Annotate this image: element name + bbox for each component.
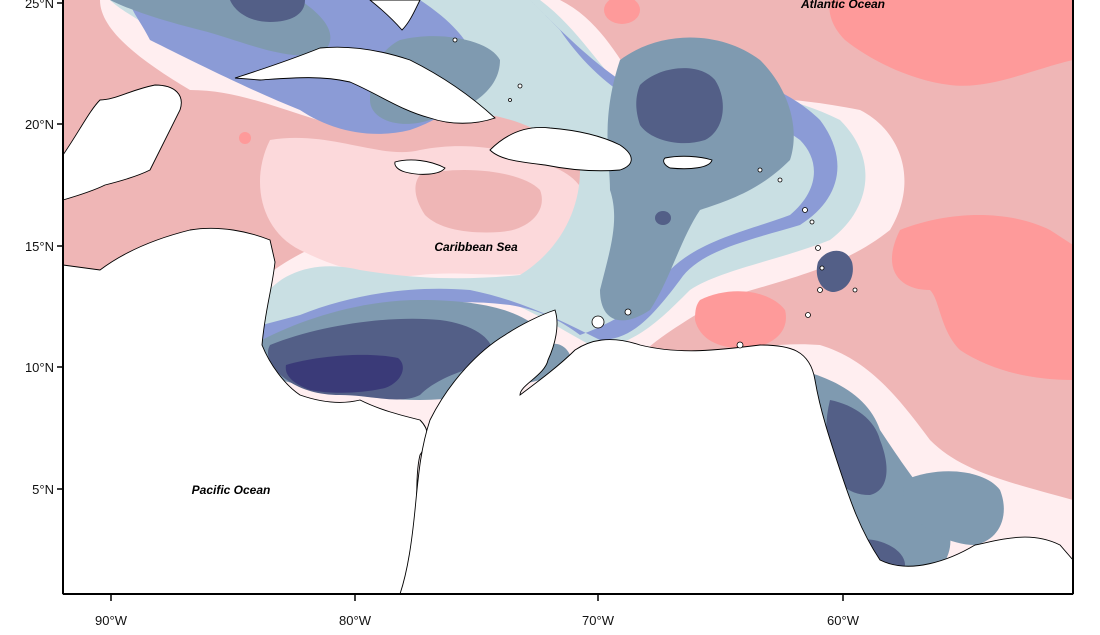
lat-tick-15: 15°N [25, 239, 54, 254]
hispaniola-land [489, 127, 632, 172]
pacific-ocean-label: Pacific Ocean [192, 483, 271, 497]
jamaica-land [394, 159, 446, 175]
contour-blue-slate-f [902, 471, 1004, 545]
contour-blue-dark-f [816, 250, 853, 292]
lat-tick-20: 20°N [25, 117, 54, 132]
caribbean-sea-label: Caribbean Sea [434, 240, 518, 254]
contour-red-light-core [415, 170, 542, 233]
contour-blue-dark-g [655, 211, 671, 225]
lon-tick-80: 80°W [339, 613, 372, 628]
lat-tick-10: 10°N [25, 360, 54, 375]
lesser-antilles [452, 37, 858, 349]
contour-blue-dark [230, 0, 305, 22]
yucatan-land [62, 84, 182, 201]
lat-tick-5: 5°N [32, 482, 54, 497]
contour-red-mid-c [695, 291, 786, 349]
south-america-land [399, 309, 1074, 595]
contour-blue-dark-d [826, 400, 887, 495]
contour-red-mid-b [891, 215, 1073, 380]
contour-red-mid-d [604, 0, 640, 24]
contour-red-mid-e [239, 132, 251, 144]
florida-land [369, 0, 421, 31]
atlantic-ocean-label: Atlantic Ocean [800, 0, 885, 11]
contour-red-mid [829, 0, 1073, 86]
puerto-rico-land [663, 155, 713, 170]
cuba-land [234, 46, 496, 124]
lon-tick-90: 90°W [95, 613, 128, 628]
lat-tick-25: 25°N [25, 0, 54, 11]
lon-tick-70: 70°W [582, 613, 615, 628]
lon-tick-60: 60°W [827, 613, 860, 628]
contour-blue-darkest [285, 354, 403, 393]
land-layer [62, 0, 1074, 595]
lon-axis [110, 594, 844, 601]
lat-axis [57, 2, 63, 490]
plot-frame [62, 0, 1074, 595]
contour-blue-dark-b [636, 68, 723, 144]
